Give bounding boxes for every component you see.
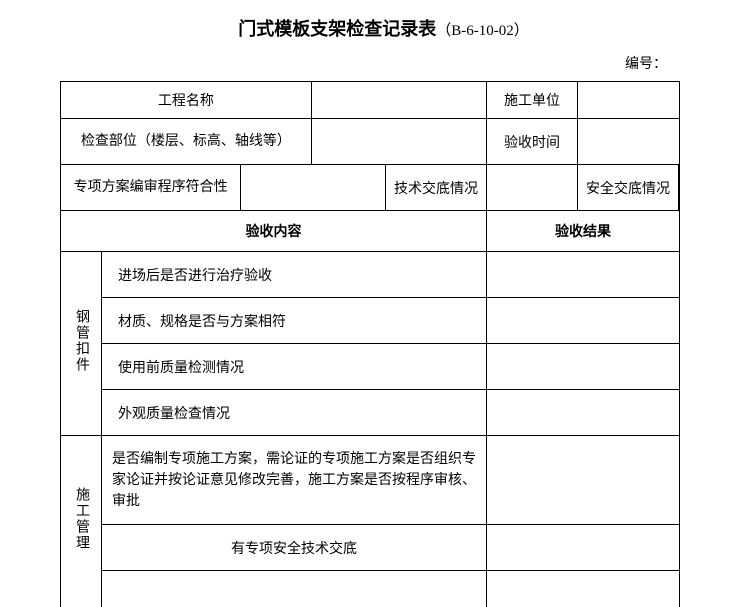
cell-accept-time-value	[577, 119, 679, 165]
cell-project-name-value	[311, 82, 486, 119]
cell-steel-item3: 使用前质量检测情况	[102, 344, 487, 390]
row-steel-3: 使用前质量检测情况	[61, 344, 680, 390]
cell-steel-item4: 外观质量检查情况	[102, 390, 487, 436]
row-header: 验收内容 验收结果	[61, 211, 680, 252]
document-title: 门式模板支架检查记录表（B-6-10-02）	[60, 15, 707, 41]
cell-mgmt-item1: 是否编制专项施工方案，需论证的专项施工方案是否组织专家论证并按论证意见修改完善，…	[102, 436, 487, 525]
cell-group2-label: 施工管理	[61, 436, 102, 607]
cell-group1-label: 钢管扣件	[61, 252, 102, 436]
cell-header-content: 验收内容	[61, 211, 487, 252]
cell-special-plan-label: 专项方案编审程序符合性	[61, 165, 241, 211]
row-mgmt-2: 有专项安全技术交底	[61, 525, 680, 571]
row-mgmt-3	[61, 571, 680, 607]
cell-tech-disclosure-label: 技术交底情况	[385, 165, 486, 211]
cell-steel-result4	[486, 390, 679, 436]
cell-construction-unit-label: 施工单位	[486, 82, 577, 119]
cell-steel-item2: 材质、规格是否与方案相符	[102, 298, 487, 344]
cell-steel-result2	[486, 298, 679, 344]
title-code: （B-6-10-02）	[436, 23, 529, 39]
cell-check-part-value	[311, 119, 486, 165]
cell-safety-disclosure-label: 安全交底情况	[577, 165, 678, 211]
row-steel-1: 钢管扣件 进场后是否进行治疗验收	[61, 252, 680, 298]
cell-safety-disclosure-value	[678, 165, 679, 211]
cell-special-plan-value	[241, 165, 386, 211]
cell-steel-result3	[486, 344, 679, 390]
cell-check-part-label: 检查部位（楼层、标高、轴线等）	[61, 119, 312, 165]
row-mgmt-1: 施工管理 是否编制专项施工方案，需论证的专项施工方案是否组织专家论证并按论证意见…	[61, 436, 680, 525]
cell-construction-unit-value	[577, 82, 679, 119]
row-steel-2: 材质、规格是否与方案相符	[61, 298, 680, 344]
cell-mgmt-item2: 有专项安全技术交底	[102, 525, 487, 571]
cell-accept-time-label: 验收时间	[486, 119, 577, 165]
cell-steel-item1: 进场后是否进行治疗验收	[102, 252, 487, 298]
cell-project-name-label: 工程名称	[61, 82, 312, 119]
row-steel-4: 外观质量检查情况	[61, 390, 680, 436]
cell-tech-disclosure-value	[486, 165, 577, 211]
title-main: 门式模板支架检查记录表	[238, 19, 436, 39]
document-number-label: 编号：	[60, 53, 707, 73]
cell-mgmt-result1	[486, 436, 679, 525]
cell-mgmt-result2	[486, 525, 679, 571]
inspection-table: 工程名称 施工单位 检查部位（楼层、标高、轴线等） 验收时间 专项方案编审程序符…	[60, 81, 680, 607]
cell-header-result: 验收结果	[486, 211, 679, 252]
row-check-part: 检查部位（楼层、标高、轴线等） 验收时间	[61, 119, 680, 165]
row-project-info: 工程名称 施工单位	[61, 82, 680, 119]
cell-mgmt-item3	[102, 571, 487, 607]
cell-mgmt-result3	[486, 571, 679, 607]
cell-steel-result1	[486, 252, 679, 298]
row-plan-review: 专项方案编审程序符合性 技术交底情况 安全交底情况	[61, 165, 680, 211]
